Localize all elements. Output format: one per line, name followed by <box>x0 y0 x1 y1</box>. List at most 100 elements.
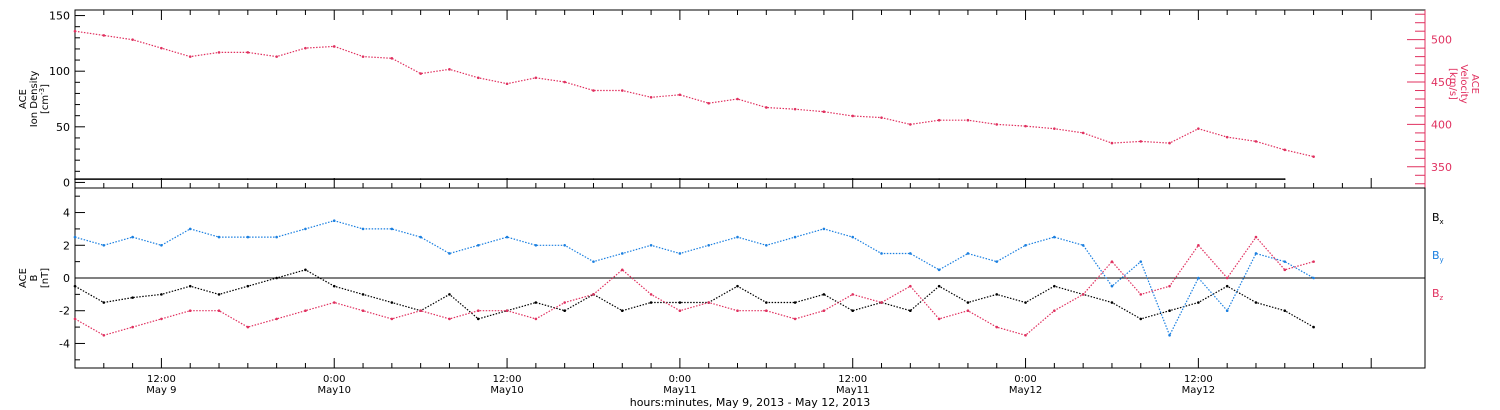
velocity-tick-label: 350 <box>1431 161 1452 174</box>
field-point-bx <box>1168 309 1171 313</box>
field-point-bx <box>1024 301 1027 304</box>
ion-density-point <box>74 178 76 180</box>
field-point-by <box>332 219 336 223</box>
velocity-point <box>102 34 106 37</box>
field-label-line: B <box>29 274 40 281</box>
field-point-by <box>995 260 999 263</box>
field-point-bz <box>707 301 710 304</box>
velocity-point <box>1168 141 1171 145</box>
field-series-bx <box>74 269 1314 328</box>
velocity-point <box>476 76 480 80</box>
field-point-by <box>707 243 710 247</box>
field-point-by <box>304 227 307 231</box>
velocity-point <box>332 45 336 48</box>
field-point-bz <box>1283 268 1287 272</box>
field-point-bx <box>1254 301 1258 304</box>
velocity-label-line: [km/s] <box>1447 68 1458 100</box>
field-point-bz <box>909 284 912 288</box>
field-point-bx <box>995 293 999 296</box>
time-tick-label: 12:00 <box>147 374 176 385</box>
date-tick-label: May12 <box>1009 385 1042 396</box>
field-tick-label: -4 <box>59 337 70 350</box>
field-point-by <box>1225 309 1229 313</box>
velocity-point <box>1197 127 1200 130</box>
field-point-by <box>1053 235 1056 239</box>
ion-density-tick-label: 100 <box>49 65 70 78</box>
field-point-by <box>678 252 682 255</box>
field-point-by <box>361 227 365 231</box>
field-point-bz <box>678 309 682 313</box>
field-point-bx <box>476 317 480 321</box>
velocity-point <box>131 38 134 41</box>
field-point-by <box>476 243 480 247</box>
field-point-bz <box>793 317 797 321</box>
velocity-point <box>1283 148 1287 152</box>
x-axis-label: hours:minutes, May 9, 2013 - May 12, 201… <box>630 396 871 409</box>
field-point-by <box>1168 333 1171 337</box>
field-point-bz <box>448 317 451 321</box>
field-label-line: ACE <box>18 268 29 288</box>
velocity-point <box>1110 141 1114 145</box>
field-point-bx <box>102 301 106 304</box>
field-point-bx <box>131 296 134 299</box>
field-point-by <box>246 235 250 239</box>
ion-density-label-line: Ion Density <box>29 71 40 128</box>
field-point-by <box>73 235 77 239</box>
field-point-by <box>620 252 624 255</box>
field-tick-label: 2 <box>63 239 70 252</box>
time-tick-label: 12:00 <box>493 374 522 385</box>
field-tick-label: -2 <box>59 305 70 318</box>
field-point-bx <box>188 284 192 288</box>
legend-label: B <box>1432 211 1440 224</box>
field-point-bx <box>1110 301 1114 304</box>
legend-subscript: z <box>1440 294 1444 302</box>
field-point-bx <box>361 293 365 296</box>
velocity-point <box>419 72 422 75</box>
velocity-point <box>851 114 855 118</box>
field-point-bx <box>217 293 221 296</box>
field-point-by <box>1081 243 1085 247</box>
field-point-by <box>1024 243 1027 247</box>
field-point-bx <box>534 301 538 304</box>
velocity-point <box>73 29 77 33</box>
legend-label: B <box>1432 287 1440 300</box>
time-tick-label: 0:00 <box>1014 374 1036 385</box>
velocity-tick-label: 500 <box>1431 34 1452 47</box>
field-point-by <box>909 252 912 255</box>
field-point-by <box>937 268 941 272</box>
date-tick-label: May11 <box>663 385 696 396</box>
field-point-bz <box>1168 284 1171 288</box>
ion-density-point <box>1111 178 1113 180</box>
field-point-by <box>765 243 768 247</box>
field-point-bz <box>102 333 106 337</box>
field-axis-label: ACEB[nT] <box>18 268 51 288</box>
velocity-point <box>505 82 509 86</box>
field-point-bz <box>1312 260 1315 263</box>
velocity-point <box>1053 127 1056 130</box>
ion-density-label-line: ACE <box>18 89 29 109</box>
field-point-by <box>1312 276 1315 280</box>
field-point-bz <box>822 309 826 313</box>
velocity-point <box>1225 135 1229 139</box>
field-point-bz <box>851 293 855 296</box>
ion-density-tick-label: 0 <box>63 176 70 189</box>
time-tick-label: 12:00 <box>1184 374 1213 385</box>
field-point-bz <box>736 309 739 313</box>
ion-density-point <box>1283 178 1286 180</box>
field-point-bx <box>563 309 566 313</box>
velocity-point <box>1081 131 1085 135</box>
velocity-point <box>160 46 163 50</box>
field-point-bx <box>390 301 394 304</box>
field-point-by <box>966 252 970 255</box>
field-point-bx <box>620 309 624 313</box>
field-point-bz <box>505 309 509 313</box>
field-point-bx <box>1225 284 1229 288</box>
velocity-point <box>304 46 307 50</box>
date-tick-label: May10 <box>318 385 351 396</box>
velocity-point <box>361 55 365 58</box>
field-point-bz <box>563 301 566 304</box>
field-tick-label: 0 <box>63 272 70 285</box>
velocity-point <box>246 51 250 54</box>
